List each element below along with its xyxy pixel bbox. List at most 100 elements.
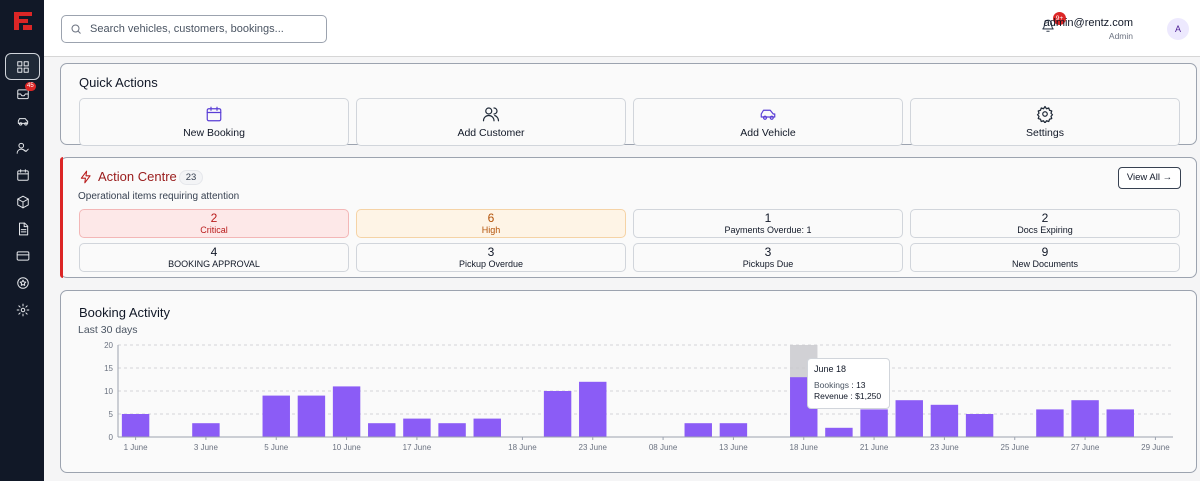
sidebar-item-customers[interactable] [5,134,40,161]
add-customer-button[interactable]: Add Customer [356,98,626,146]
sidebar-item-dashboard[interactable] [5,53,40,80]
avatar[interactable]: A [1167,18,1189,40]
new-booking-button[interactable]: New Booking [79,98,349,146]
bar-28-june [1106,409,1134,437]
car-icon [17,117,28,126]
x-tick-label: 23 June [930,443,959,452]
booking-activity-subtitle: Last 30 days [78,324,138,336]
tile-pickup-overdue-value: 3 [487,245,495,259]
tile-docs-expiring[interactable]: 2 Docs Expiring [910,209,1180,238]
rentz-logo-icon[interactable] [12,10,34,32]
settings-button[interactable]: Settings [910,98,1180,146]
credit-card-icon [16,250,29,261]
x-tick-label: 25 June [1001,443,1030,452]
tooltip-bookings-value: 13 [856,380,866,390]
x-tick-label: 17 June [403,443,432,452]
y-tick-label: 0 [109,433,114,442]
notifications-button[interactable]: 9+ [1041,12,1066,37]
action-centre-subtitle: Operational items requiring attention [78,191,240,202]
tooltip-revenue: Revenue : $1,250 [814,391,882,401]
inbox-icon [16,88,29,99]
sidebar: 45 [0,0,44,481]
tile-booking-approval[interactable]: 4 BOOKING APPROVAL [79,243,349,272]
search-icon [71,24,81,34]
tooltip-bookings: Bookings : 13 [814,380,866,390]
lightning-icon [79,170,93,184]
car-icon [759,105,777,123]
new-booking-label: New Booking [183,127,245,139]
tile-high-label: High [481,225,501,235]
booking-activity-card: Booking Activity Last 30 days 0 5 10 15 20 1 … [60,290,1197,473]
search-box[interactable] [61,15,327,43]
tile-docs-expiring-label: Docs Expiring [1017,225,1073,235]
tooltip-revenue-value: $1,250 [855,391,882,401]
bar-6-june [297,395,326,437]
sidebar-item-inbox[interactable]: 45 [5,80,40,107]
tile-critical-value: 2 [210,211,218,225]
gear-icon [16,303,29,316]
quick-actions-card: Quick Actions New Booking Add Customer A… [60,63,1197,146]
bar-5-june [262,395,290,437]
bar-27-june [1071,400,1099,437]
user-email: admin@rentz.com [1043,17,1133,29]
y-tick-label: 10 [104,387,113,396]
bar-26-june [1036,409,1064,437]
sidebar-item-inventory[interactable] [5,188,40,215]
bar-19-june [825,427,853,437]
x-tick-label: 08 June [649,443,678,452]
tile-payments-overdue-label: Payments Overdue: 1 [724,225,812,235]
box-icon [16,195,29,208]
bar-13-june [719,423,748,437]
bar-23-june [930,404,959,437]
x-tick-label: 21 June [860,443,889,452]
tile-payments-overdue[interactable]: 1 Payments Overdue: 1 [633,209,903,238]
user-role: Admin [1108,31,1133,41]
add-vehicle-button[interactable]: Add Vehicle [633,98,903,146]
x-tick-label: 13 June [719,443,748,452]
calendar-icon [16,168,29,181]
tile-pickups-due-label: Pickups Due [742,259,794,269]
bar-11-june [368,423,396,437]
action-centre-card: Action Centre 23 Operational items requi… [60,157,1197,278]
sidebar-item-payments[interactable] [5,242,40,269]
sidebar-item-bookings[interactable] [5,161,40,188]
y-tick-label: 20 [104,341,113,350]
sidebar-item-vehicles[interactable] [5,107,40,134]
tile-payments-overdue-value: 1 [764,211,772,225]
tooltip-title: June 18 [814,364,847,374]
x-tick-label: 29 June [1141,443,1170,452]
gear-icon [1036,105,1054,124]
dashboard-grid-icon [16,60,29,73]
bar-23-june [579,381,607,437]
search-input[interactable] [90,23,310,35]
tile-booking-approval-label: BOOKING APPROVAL [168,259,260,269]
tile-pickups-due[interactable]: 3 Pickups Due [633,243,903,272]
sidebar-item-loyalty[interactable] [5,269,40,296]
tile-docs-expiring-value: 2 [1041,211,1049,225]
tile-pickup-overdue[interactable]: 3 Pickup Overdue [356,243,626,272]
y-tick-label: 15 [104,364,113,373]
user-check-icon [16,142,29,154]
tile-pickup-overdue-label: Pickup Overdue [458,259,524,269]
tile-new-documents[interactable]: 9 New Documents [910,243,1180,272]
booking-activity-chart: 0 5 10 15 20 1 June 3 June 5 June 10 June 17 June… [104,341,1173,452]
bar-21-june [860,409,888,437]
sidebar-item-documents[interactable] [5,215,40,242]
tile-high[interactable]: 6 High [356,209,626,238]
x-tick-label: 3 June [194,443,219,452]
inbox-badge: 45 [25,82,36,91]
x-tick-label: 5 June [264,443,289,452]
view-all-button[interactable]: View All → [1118,167,1181,189]
x-tick-label: 1 June [124,443,149,452]
tile-pickups-due-value: 3 [764,245,772,259]
calendar-icon [205,105,223,123]
sidebar-item-settings[interactable] [5,296,40,323]
tile-booking-approval-value: 4 [210,245,218,259]
tile-critical[interactable]: 2 Critical [79,209,349,238]
award-icon [16,276,29,289]
bar-24-june [965,414,994,437]
action-centre-count: 23 [179,170,203,185]
bell-icon [1042,19,1054,32]
bar-3-june [192,423,220,437]
add-vehicle-label: Add Vehicle [740,127,796,139]
